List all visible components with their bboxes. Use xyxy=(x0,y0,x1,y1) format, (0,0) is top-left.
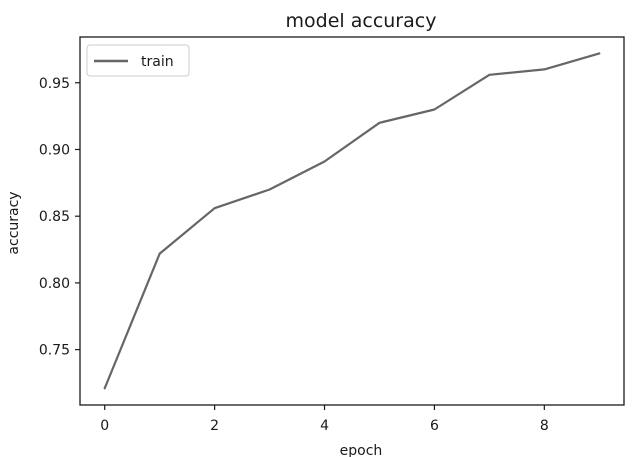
y-tick-label-0.95: 0.95 xyxy=(39,76,70,92)
x-tick-label-0: 0 xyxy=(100,418,109,434)
x-axis-label: epoch xyxy=(340,443,383,457)
x-tick-label-2: 2 xyxy=(210,418,219,434)
y-tick-label-0.90: 0.90 xyxy=(39,142,70,158)
legend-frame xyxy=(86,44,190,77)
x-tick-label-4: 4 xyxy=(320,418,329,434)
y-tick-label-0.80: 0.80 xyxy=(39,276,70,292)
y-tick-label-0.75: 0.75 xyxy=(39,343,70,359)
x-tick-label-6: 6 xyxy=(430,418,439,434)
y-tick-label-0.85: 0.85 xyxy=(39,209,70,225)
chart-title: model accuracy xyxy=(286,10,437,32)
x-tick-label-8: 8 xyxy=(540,418,549,434)
y-axis-label: accuracy xyxy=(6,191,22,254)
legend-label-train: train xyxy=(141,54,174,70)
legend: train xyxy=(86,44,190,77)
plot-area: 0 2 4 6 8 0.75 0.80 0.85 0.90 0.95 xyxy=(39,36,625,434)
series-line-train xyxy=(103,52,601,390)
plot-frame xyxy=(79,36,625,406)
